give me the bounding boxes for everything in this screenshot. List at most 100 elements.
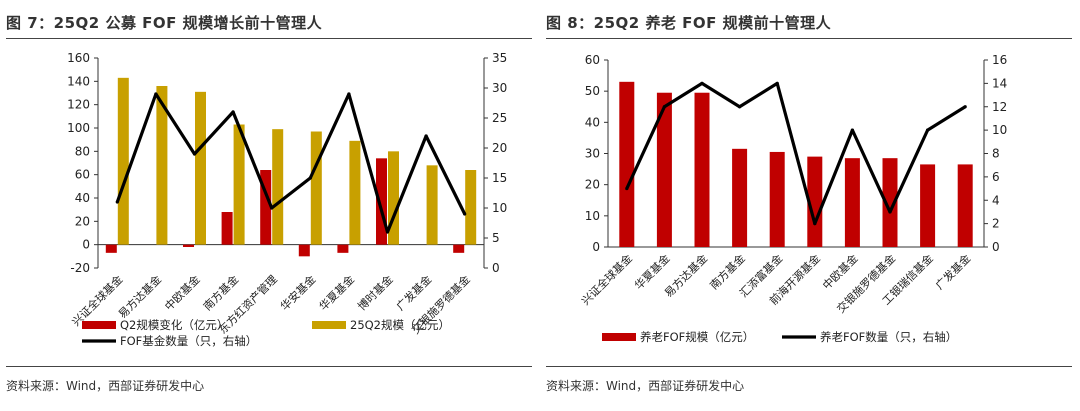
chart-title: 图 7：25Q2 公募 FOF 规模增长前十管理人 [6,14,323,32]
left-tick-label: 40 [75,191,90,205]
bar-secondary [117,77,129,245]
legend-swatch [602,333,636,341]
line-point [700,81,704,85]
bar-secondary [426,165,438,245]
legend-label: Q2规模变化（亿元） [120,318,228,332]
line-point [963,105,967,109]
category-label: 广发基金 [932,251,973,292]
bar-primary [769,151,785,247]
source-rule [6,366,532,367]
right-tick-label: 5 [492,231,500,245]
legend-swatch [82,321,116,329]
legend-label: 养老FOF规模（亿元） [640,330,754,344]
bar-primary [105,244,117,253]
bar-primary [221,212,233,245]
bar-primary [183,244,194,247]
bar-secondary [233,124,245,245]
right-tick-label: 8 [992,147,1000,161]
right-tick-label: 10 [992,123,1007,137]
bar-secondary [349,140,361,245]
right-tick-label: 20 [492,141,507,155]
line-point [231,110,235,114]
line-point [463,212,467,216]
right-tick-label: 6 [992,170,1000,184]
bar-primary [957,164,973,247]
legend-swatch [312,321,346,329]
line-point [347,92,351,96]
bar-primary [656,92,672,247]
line-point [813,222,817,226]
left-tick-label: 40 [585,115,600,129]
right-tick-label: 4 [992,193,1000,207]
legend-label: FOF基金数量（只，右轴） [120,334,257,348]
chart-title: 图 8：25Q2 养老 FOF 规模前十管理人 [546,14,832,32]
line-point [625,186,629,191]
bar-primary [337,244,349,253]
left-chart-panel: 图 7：25Q2 公募 FOF 规模增长前十管理人 -20 0 20 40 60 80 10… [6,14,532,393]
bar-secondary [388,151,399,245]
left-tick-label: 20 [75,214,90,228]
category-label: 兴证全球基金 [578,251,635,308]
line-point [850,128,854,132]
category-label: 华夏基金 [316,272,357,313]
fof-growth-chart: -20 0 20 40 60 80 100 120 140 160 0 5 10 15 20 25 30 35 兴证… [67,51,507,348]
fof-count-line [115,92,467,234]
category-label: 兴证全球基金 [69,272,126,329]
bar-primary [694,92,710,247]
right-tick-label: 10 [492,201,507,215]
right-tick-label: 30 [492,81,507,95]
right-tick-label: 12 [992,100,1007,114]
source-rule [546,366,1072,367]
bar-primary [619,81,635,247]
right-tick-label: 0 [992,240,1000,254]
title-rule [6,38,532,39]
left-tick-label: 60 [585,53,600,67]
left-tick-label: 60 [75,168,90,182]
bar-primary [844,158,860,247]
bar-primary [807,156,823,247]
right-tick-label: 16 [992,53,1007,67]
left-tick-label: 0 [592,240,600,254]
right-tick-label: 2 [992,217,1000,231]
line-point [192,152,197,156]
bar-secondary [272,129,284,245]
bar-secondary [310,131,322,245]
left-tick-label: 20 [585,178,600,192]
line-point [154,92,158,96]
left-tick-label: 120 [67,98,90,112]
bar-primary [882,158,898,247]
bar-primary [376,158,387,245]
line-point [115,200,119,204]
category-label: 中欧基金 [162,272,203,313]
line-point [270,206,274,210]
line-point [888,210,892,214]
right-tick-label: 14 [992,76,1007,90]
left-tick-label: 160 [67,51,90,65]
line-point [424,134,428,138]
left-tick-label: 0 [82,238,90,252]
left-tick-label: 80 [75,144,90,158]
bar-primary [260,170,272,245]
category-label: 博时基金 [355,272,396,313]
category-label: 南方基金 [200,272,241,313]
right-tick-label: 0 [492,261,500,275]
title-rule [546,38,1072,39]
left-tick-label: -20 [70,261,90,275]
legend-label: 养老FOF数量（只，右轴） [820,330,957,344]
legend-label: 25Q2规模（亿元） [350,318,450,332]
category-label: 华安基金 [277,272,318,313]
bar-primary [453,244,465,253]
line-point [662,105,666,109]
bar-primary [298,244,310,257]
right-tick-label: 25 [492,111,507,125]
pension-fof-chart: 01020304050600246810121416兴证全球基金华夏基金易方达基… [578,53,1007,344]
left-tick-label: 100 [67,121,90,135]
right-tick-label: 15 [492,171,507,185]
bar-secondary [465,170,477,245]
source-note: 资料来源：Wind，西部证券研发中心 [6,379,205,393]
line-point [926,128,930,132]
line-point [385,230,390,234]
line-point [308,176,312,180]
bar-primary [732,148,748,247]
left-tick-label: 30 [585,147,600,161]
